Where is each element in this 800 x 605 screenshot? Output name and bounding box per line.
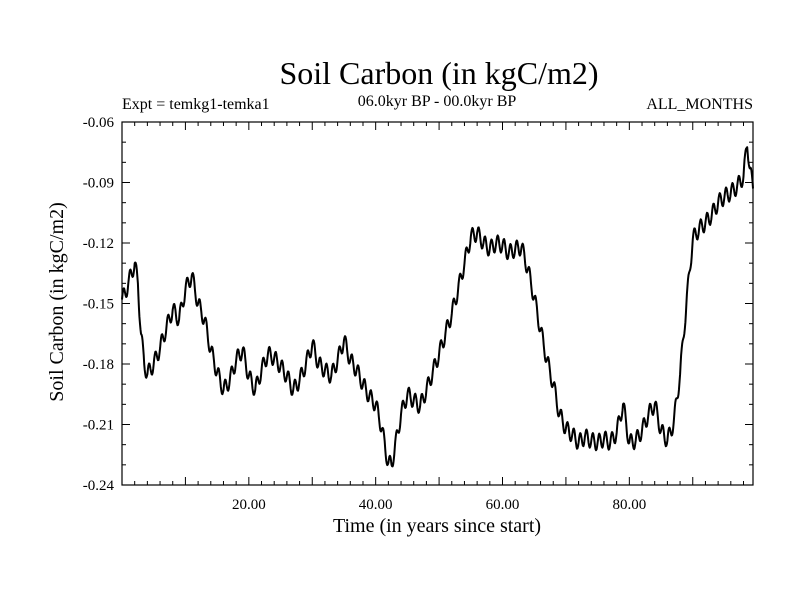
y-tick-label: -0.18	[83, 357, 114, 373]
y-tick-label: -0.06	[83, 115, 115, 131]
x-tick-label: 60.00	[486, 497, 520, 513]
x-tick-label: 40.00	[359, 497, 393, 513]
y-tick-label: -0.24	[83, 478, 115, 494]
y-axis-label: Soil Carbon (in kgC/m2)	[46, 202, 68, 401]
soil-carbon-line	[121, 146, 754, 468]
y-tick-label: -0.15	[83, 297, 114, 313]
experiment-label: Expt = temkg1-temka1	[122, 96, 270, 113]
chart-title: Soil Carbon (in kgC/m2)	[279, 55, 598, 91]
y-tick-label: -0.12	[83, 236, 114, 252]
time-range-label: 06.0kyr BP - 00.0kyr BP	[358, 93, 517, 110]
x-tick-label: 80.00	[612, 497, 646, 513]
y-tick-label: -0.21	[83, 418, 114, 434]
x-tick-label: 20.00	[232, 497, 266, 513]
months-label: ALL_MONTHS	[646, 96, 753, 113]
y-tick-label: -0.09	[83, 176, 114, 192]
y-axis: -0.06 -0.09 -0.12 -0.15 -0.18 -0.21 -0.24	[83, 115, 753, 494]
x-axis: 20.00 40.00 60.00 80.00	[134, 122, 744, 513]
x-axis-label: Time (in years since start)	[333, 515, 541, 537]
